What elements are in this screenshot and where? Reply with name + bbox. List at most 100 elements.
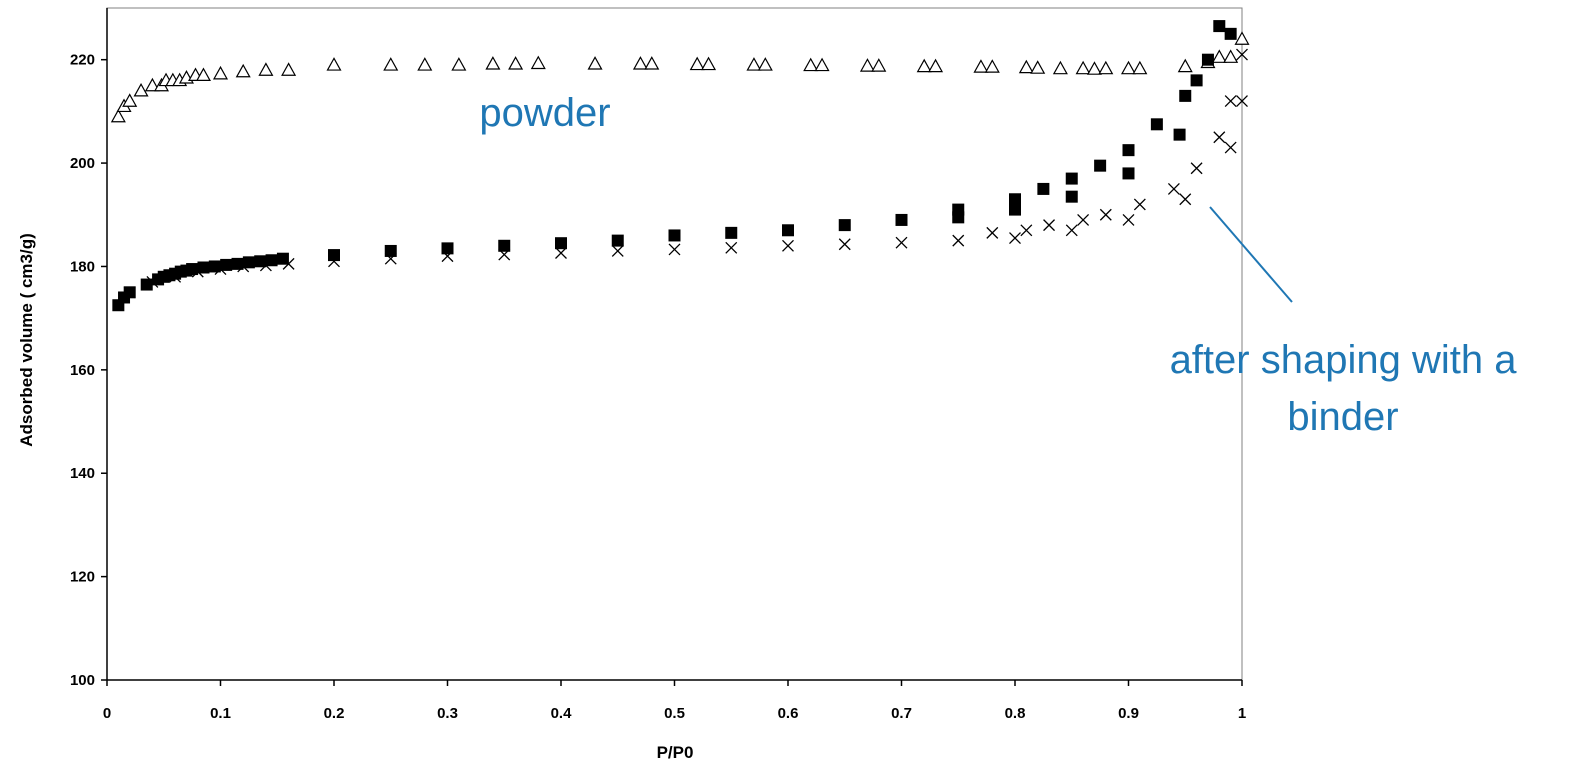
data-point-square <box>384 244 397 257</box>
series-triangle-open <box>110 31 1250 123</box>
data-point-triangle <box>1086 61 1102 75</box>
y-tick-label: 220 <box>70 52 95 69</box>
data-point-triangle <box>803 57 819 72</box>
data-point-cross <box>1167 182 1180 195</box>
data-point-square <box>611 234 624 247</box>
y-tick-label: 120 <box>70 569 95 586</box>
data-point-cross <box>1224 95 1237 108</box>
axis-ticks: 0 0.1 0.2 0.3 0.4 0.5 0.6 0.7 0.8 0.9 1 100 120 140 16… <box>70 52 1246 722</box>
data-point-triangle <box>644 56 660 70</box>
data-point-cross <box>441 250 454 263</box>
data-point-cross <box>123 286 136 299</box>
data-point-cross <box>214 263 227 276</box>
x-tick-label: 0.6 <box>778 705 799 722</box>
data-point-triangle <box>326 57 342 71</box>
x-tick-label: 1 <box>1238 705 1246 722</box>
data-point-cross <box>282 257 295 270</box>
data-point-triangle <box>530 55 546 70</box>
data-point-cross <box>668 243 681 256</box>
data-point-cross <box>1122 213 1135 226</box>
data-point-square <box>1065 172 1078 185</box>
data-point-square <box>838 219 851 232</box>
data-point-triangle <box>1052 60 1068 75</box>
data-point-square <box>555 237 567 250</box>
data-point-triangle <box>281 62 297 76</box>
data-point-triangle <box>632 56 648 70</box>
data-point-square <box>1122 167 1135 180</box>
data-point-cross <box>1190 162 1203 175</box>
annotation-powder: powder <box>479 91 610 135</box>
annotation-binder: after shaping with a binder <box>1170 206 1518 439</box>
data-point-cross <box>1236 48 1248 61</box>
y-tick-label: 200 <box>70 155 95 172</box>
data-point-triangle <box>133 82 149 97</box>
data-point-square <box>1037 182 1050 195</box>
data-point-triangle <box>701 56 717 71</box>
data-point-cross <box>191 265 204 278</box>
data-point-cross <box>1065 224 1078 237</box>
data-point-square <box>895 213 908 226</box>
plot-axes <box>106 7 1243 681</box>
data-point-square <box>498 239 511 252</box>
data-point-square <box>1094 159 1107 172</box>
data-point-square <box>328 249 340 262</box>
data-point-cross <box>725 241 738 254</box>
y-tick-label: 100 <box>70 672 95 689</box>
data-point-triangle <box>1234 31 1250 45</box>
series-square-filled <box>112 20 1237 312</box>
data-point-triangle <box>195 67 211 82</box>
data-point-triangle <box>746 57 762 71</box>
data-point-square <box>208 260 221 273</box>
x-tick-label: 0 <box>103 705 111 722</box>
y-tick-label: 180 <box>70 258 95 275</box>
data-point-square <box>1213 20 1226 33</box>
plot-area-frame <box>106 7 1243 681</box>
data-point-triangle <box>508 56 524 70</box>
data-point-square <box>197 261 210 274</box>
y-tick-label: 140 <box>70 465 95 482</box>
x-tick-label: 0.9 <box>1118 705 1139 722</box>
data-point-triangle <box>871 58 887 72</box>
data-point-square <box>231 257 244 270</box>
data-point-square <box>1122 144 1135 157</box>
series-cross <box>123 48 1248 299</box>
data-point-triangle <box>1223 49 1239 63</box>
y-axis-title: Adsorbed volume ( cm3/g) <box>17 233 36 446</box>
data-point-triangle <box>451 57 467 71</box>
data-point-triangle <box>485 56 501 70</box>
data-point-triangle <box>859 58 875 72</box>
data-point-cross <box>1213 131 1226 144</box>
data-point-cross <box>1009 232 1021 244</box>
data-point-triangle <box>258 62 274 76</box>
data-point-cross <box>1179 193 1192 206</box>
x-tick-label: 0.3 <box>437 705 458 722</box>
data-point-triangle <box>916 58 932 73</box>
data-point-cross <box>328 255 340 268</box>
annotation-binder-label-line1: after shaping with a <box>1170 338 1518 382</box>
x-tick-label: 0.7 <box>891 705 912 722</box>
data-point-triangle <box>144 77 160 92</box>
data-point-cross <box>384 252 397 265</box>
data-point-triangle <box>1030 60 1046 74</box>
data-point-triangle <box>1018 59 1034 74</box>
data-point-cross <box>1043 219 1056 232</box>
data-point-triangle <box>235 63 251 78</box>
data-point-triangle <box>1132 60 1148 75</box>
x-axis-title: P/P0 <box>657 743 694 762</box>
data-point-cross <box>146 276 159 288</box>
data-point-square <box>1224 27 1237 40</box>
data-point-cross <box>782 239 794 252</box>
data-point-cross <box>1077 213 1090 226</box>
data-point-square <box>1150 118 1163 131</box>
data-point-cross <box>169 270 182 283</box>
data-point-square <box>1009 193 1021 206</box>
data-point-square <box>220 258 233 271</box>
annotation-pointer-line <box>1209 206 1293 303</box>
data-point-triangle <box>973 59 989 73</box>
data-point-triangle <box>110 108 126 123</box>
x-tick-label: 0.4 <box>551 705 573 722</box>
x-tick-label: 0.5 <box>664 705 685 722</box>
data-point-cross <box>838 238 851 251</box>
data-point-cross <box>986 226 999 239</box>
